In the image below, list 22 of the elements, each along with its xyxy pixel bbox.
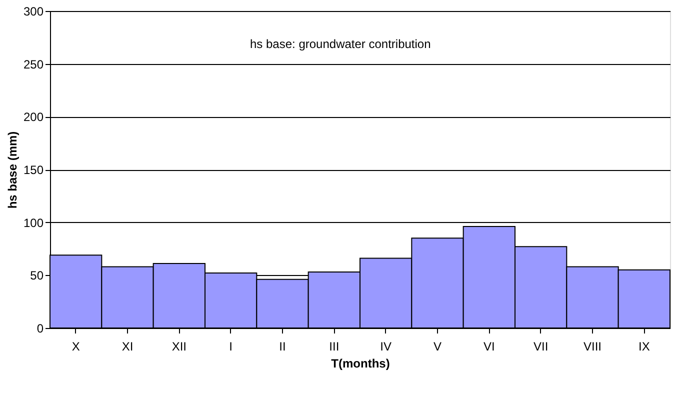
x-tick-label: XI <box>122 340 134 354</box>
x-axis-title: T(months) <box>331 356 390 370</box>
x-tick-label: II <box>279 340 286 354</box>
x-tick-label: X <box>72 340 80 354</box>
y-tick-label: 150 <box>23 163 44 177</box>
x-tick-label: XII <box>172 340 187 354</box>
y-tick-label: 100 <box>23 216 44 230</box>
y-tick-label: 50 <box>30 268 44 283</box>
x-tick-label: V <box>433 340 442 354</box>
x-tick-label: IX <box>638 340 650 354</box>
y-tick-label: 250 <box>23 57 44 72</box>
x-tick-label: I <box>229 340 233 354</box>
annotation: hs base: groundwater contribution <box>250 37 431 51</box>
y-tick-label: 200 <box>23 110 44 124</box>
x-tick-label: VIII <box>583 340 602 354</box>
y-axis-title: hs base (mm) <box>5 131 20 209</box>
y-tick-label: 300 <box>23 4 44 18</box>
x-tick-label: VI <box>483 340 495 354</box>
x-tick-label: VII <box>533 340 548 354</box>
y-tick-label: 0 <box>36 322 44 336</box>
x-tick-label: IV <box>380 340 392 354</box>
x-tick-label: III <box>329 340 340 354</box>
